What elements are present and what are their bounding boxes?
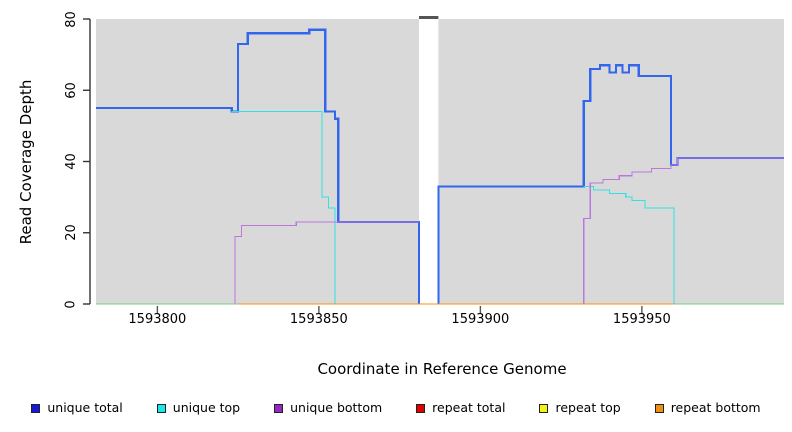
y-tick-label: 0 bbox=[60, 295, 82, 313]
legend-item: repeat total bbox=[416, 399, 506, 415]
y-tick-label-text: 80 bbox=[63, 10, 79, 28]
y-tick-label: 40 bbox=[60, 153, 82, 171]
x-axis-title: Coordinate in Reference Genome bbox=[317, 360, 567, 378]
legend-swatch-icon bbox=[416, 403, 426, 413]
series-line bbox=[583, 185, 784, 305]
legend-swatch-icon bbox=[31, 403, 41, 413]
legend-label: repeat bottom bbox=[670, 399, 761, 415]
y-tick-label: 60 bbox=[60, 81, 82, 99]
legend-swatch-icon bbox=[156, 403, 166, 413]
y-tick-label-text: 0 bbox=[63, 299, 79, 309]
y-tick-label-text: 60 bbox=[63, 81, 79, 99]
x-tick-label: 1593850 bbox=[289, 312, 348, 327]
legend-swatch-icon bbox=[654, 403, 664, 413]
y-tick-label-text: 40 bbox=[63, 153, 79, 170]
legend-item: repeat top bbox=[539, 399, 621, 415]
legend-label: unique top bbox=[172, 399, 241, 415]
legend-label: unique total bbox=[47, 399, 123, 415]
legend-swatch-icon bbox=[539, 403, 549, 413]
legend-item: repeat bottom bbox=[654, 399, 761, 415]
series-line bbox=[438, 157, 784, 305]
x-tick-label: 1593950 bbox=[612, 312, 671, 327]
legend-label: repeat top bbox=[555, 399, 621, 415]
legend-label: repeat total bbox=[432, 399, 506, 415]
y-tick-label-text: 20 bbox=[63, 224, 79, 242]
x-tick-label: 1593900 bbox=[451, 312, 510, 327]
legend-item: unique total bbox=[31, 399, 123, 415]
series-line bbox=[231, 111, 419, 305]
series-line bbox=[96, 221, 419, 305]
legend-item: unique top bbox=[156, 399, 241, 415]
legend-label: unique bottom bbox=[290, 399, 383, 415]
legend-swatch-icon bbox=[274, 403, 284, 413]
x-tick-label: 1593800 bbox=[128, 312, 187, 327]
y-tick-label: 20 bbox=[60, 224, 82, 242]
chart-legend: unique total unique top unique bottom repea… bbox=[0, 398, 792, 418]
no-data-gap bbox=[419, 19, 439, 304]
legend-item: unique bottom bbox=[274, 399, 383, 415]
plot-panel bbox=[96, 19, 784, 304]
gap-top-cap bbox=[419, 16, 439, 19]
series-line bbox=[437, 64, 784, 304]
y-tick-label: 80 bbox=[60, 10, 82, 28]
